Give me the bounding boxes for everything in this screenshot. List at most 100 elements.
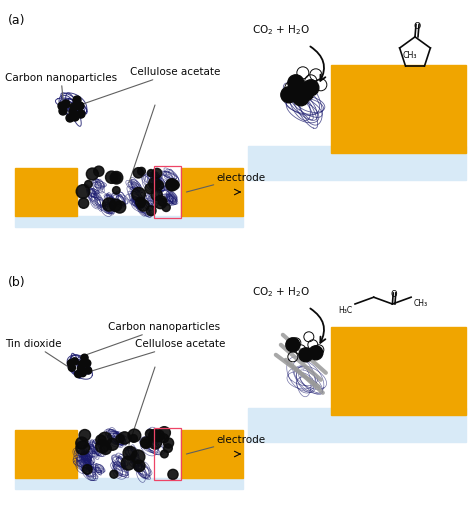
Circle shape — [160, 434, 168, 443]
Circle shape — [155, 181, 164, 190]
Circle shape — [98, 432, 112, 446]
Text: (a): (a) — [8, 14, 26, 27]
Circle shape — [79, 430, 91, 441]
Text: electrode: electrode — [186, 172, 265, 192]
Circle shape — [309, 346, 323, 360]
Circle shape — [59, 107, 67, 115]
Circle shape — [85, 180, 92, 188]
Text: Carbon nanoparticles: Carbon nanoparticles — [5, 73, 117, 110]
Bar — [248, 408, 466, 442]
Circle shape — [86, 168, 98, 180]
Text: Tin dioxide: Tin dioxide — [5, 339, 70, 368]
Circle shape — [288, 75, 304, 91]
Circle shape — [145, 183, 155, 194]
Circle shape — [131, 450, 145, 464]
Circle shape — [168, 470, 178, 479]
Circle shape — [128, 429, 141, 442]
Circle shape — [153, 430, 164, 441]
Circle shape — [149, 430, 161, 441]
Circle shape — [140, 437, 152, 448]
Circle shape — [78, 361, 85, 368]
Circle shape — [79, 198, 89, 209]
Circle shape — [70, 103, 78, 111]
Circle shape — [118, 432, 131, 444]
Circle shape — [67, 359, 74, 367]
Circle shape — [114, 201, 126, 213]
Text: CO$_2$ + H$_2$O: CO$_2$ + H$_2$O — [252, 23, 310, 37]
Circle shape — [62, 100, 70, 108]
Bar — [182, 430, 243, 478]
Circle shape — [161, 450, 168, 458]
Circle shape — [83, 359, 91, 367]
Bar — [15, 168, 77, 216]
Circle shape — [96, 435, 106, 445]
Circle shape — [106, 171, 118, 183]
Circle shape — [151, 189, 162, 200]
Bar — [15, 430, 77, 478]
Text: CH₃: CH₃ — [402, 51, 417, 60]
Circle shape — [132, 188, 146, 201]
Circle shape — [84, 367, 91, 374]
Circle shape — [112, 187, 120, 194]
Circle shape — [110, 171, 123, 184]
Circle shape — [298, 85, 314, 101]
Circle shape — [154, 195, 167, 209]
Circle shape — [58, 102, 66, 110]
Circle shape — [66, 114, 74, 122]
Text: electrode: electrode — [186, 434, 265, 454]
Circle shape — [166, 179, 177, 191]
Circle shape — [76, 184, 90, 198]
Circle shape — [137, 200, 149, 211]
Circle shape — [293, 90, 309, 106]
Circle shape — [123, 446, 137, 460]
Circle shape — [100, 443, 111, 454]
Text: Carbon nanoparticles: Carbon nanoparticles — [80, 322, 220, 357]
Circle shape — [162, 203, 170, 212]
Bar — [15, 216, 243, 226]
Bar — [248, 146, 466, 180]
Circle shape — [148, 178, 161, 189]
Circle shape — [81, 354, 88, 362]
Circle shape — [110, 470, 118, 478]
Text: CH₃: CH₃ — [414, 299, 428, 308]
Circle shape — [111, 173, 121, 183]
Circle shape — [102, 198, 116, 211]
Circle shape — [71, 113, 79, 121]
Circle shape — [76, 102, 84, 110]
Circle shape — [133, 168, 144, 178]
Bar — [331, 327, 466, 415]
Circle shape — [146, 206, 156, 215]
Circle shape — [134, 460, 145, 472]
Circle shape — [76, 437, 88, 449]
Circle shape — [286, 338, 300, 352]
Circle shape — [73, 96, 81, 104]
Circle shape — [82, 465, 92, 474]
Circle shape — [158, 427, 170, 439]
Text: O: O — [413, 21, 420, 30]
Bar — [15, 478, 243, 488]
Text: (b): (b) — [8, 276, 26, 289]
Circle shape — [166, 179, 178, 191]
Circle shape — [107, 439, 118, 450]
Text: O: O — [391, 290, 397, 299]
Circle shape — [74, 370, 82, 378]
Circle shape — [69, 108, 77, 116]
Circle shape — [164, 438, 173, 448]
Circle shape — [68, 364, 75, 372]
Text: Cellulose acetate: Cellulose acetate — [85, 339, 225, 373]
Bar — [154, 428, 182, 481]
Circle shape — [137, 167, 146, 175]
Circle shape — [96, 440, 109, 453]
Circle shape — [130, 434, 137, 442]
Circle shape — [109, 199, 122, 211]
Circle shape — [146, 429, 155, 439]
Text: H₃C: H₃C — [338, 305, 353, 315]
Bar — [182, 168, 243, 216]
Circle shape — [116, 434, 124, 443]
Circle shape — [71, 358, 78, 365]
Bar — [154, 166, 182, 219]
Circle shape — [94, 166, 104, 177]
Circle shape — [299, 348, 313, 362]
Bar — [331, 65, 466, 153]
Circle shape — [136, 198, 146, 208]
